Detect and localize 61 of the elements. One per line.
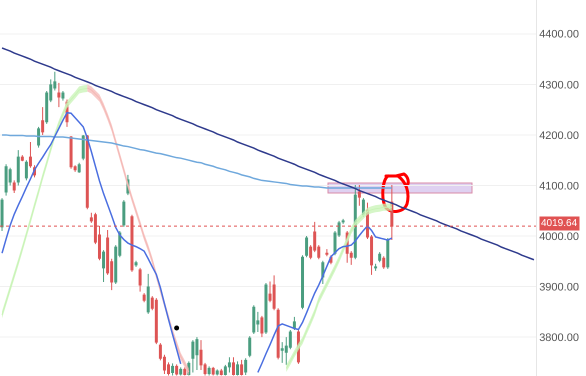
candlestick: [20, 154, 24, 162]
candlestick: [154, 298, 158, 345]
candlestick: [378, 252, 382, 263]
candlestick: [61, 90, 64, 102]
candlestick: [374, 263, 378, 272]
candlestick: [142, 292, 146, 303]
y-tick-label: 4400.00: [539, 28, 579, 41]
candlestick: [276, 308, 280, 360]
candlestick: [28, 142, 32, 168]
candlestick: [134, 260, 138, 268]
y-tick-label: 3800.00: [539, 332, 579, 344]
candlestick: [0, 198, 4, 232]
candlestick: [171, 362, 174, 376]
line-series: [1, 47, 535, 261]
candlestick: [252, 304, 256, 335]
candlestick: [228, 356, 231, 373]
candlestick: [272, 274, 276, 311]
candlestick: [24, 160, 28, 181]
candlestick: [191, 340, 194, 373]
candlestick: [37, 126, 40, 148]
candlestick: [16, 150, 20, 186]
candlestick: [86, 134, 89, 210]
candlestick: [78, 162, 81, 174]
candlestick: [179, 366, 182, 376]
candlestick: [175, 364, 178, 376]
candlestick: [240, 359, 244, 376]
candlestick: [358, 184, 361, 206]
candlestick: [248, 336, 252, 358]
candlestick: [305, 236, 308, 258]
candlestick: [292, 316, 296, 331]
candlestick: [41, 106, 44, 136]
candlestick: [220, 368, 223, 376]
line-series: [1, 134, 393, 189]
ref-line-label: 4019.64: [541, 218, 578, 229]
candlestick: [183, 366, 186, 376]
y-tick-label: 4000.00: [539, 230, 579, 243]
y-tick-label: 3900.00: [539, 281, 579, 294]
candlestick: [12, 180, 16, 194]
candlestick: [342, 218, 345, 224]
candlestick: [236, 360, 240, 376]
candlestick: [212, 366, 215, 376]
candlestick: [4, 164, 8, 196]
candlestick: [232, 356, 235, 376]
candlestick: [264, 282, 268, 335]
candlestick: [70, 135, 73, 170]
candlestick: [122, 200, 126, 228]
candlestick: [146, 273, 150, 314]
candlestick: [325, 248, 328, 257]
y-tick-label: 4300.00: [539, 79, 579, 92]
candlestick: [208, 366, 211, 376]
candlestick: [382, 256, 386, 270]
candlestick: [102, 250, 106, 282]
y-tick-label: 4200.00: [539, 130, 579, 142]
candlestick: [386, 238, 390, 270]
candlestick: [138, 267, 142, 292]
candlestick: [244, 358, 248, 376]
y-tick-label: 4100.00: [539, 180, 579, 192]
candlestick: [57, 82, 60, 108]
candlestick: [195, 336, 198, 370]
candlestick: [260, 315, 264, 338]
candlestick: [301, 254, 304, 310]
